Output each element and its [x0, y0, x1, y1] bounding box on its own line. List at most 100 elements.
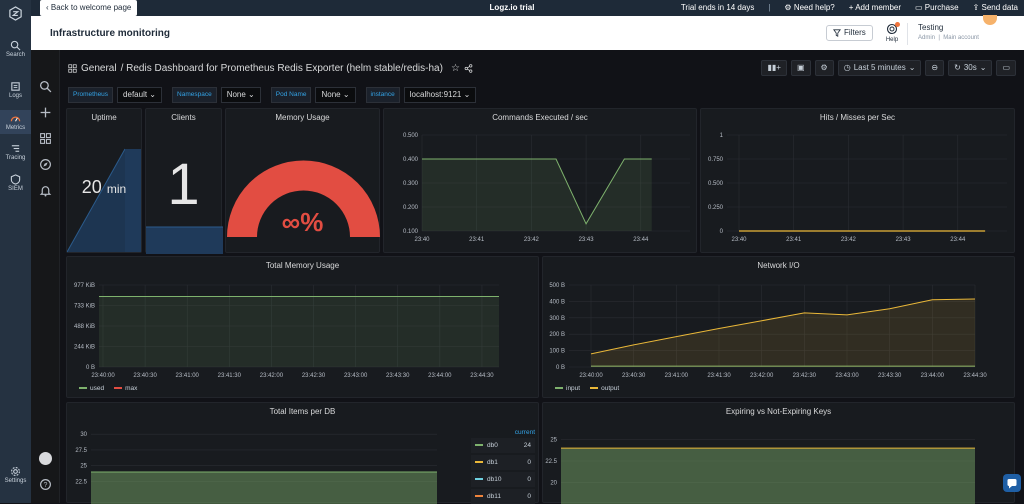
- legend-row-db10[interactable]: db10 0: [471, 472, 535, 487]
- legend-item-used[interactable]: used: [79, 385, 104, 392]
- nav-search[interactable]: Search: [0, 40, 31, 58]
- hits-chart: 0 0.250 0.500 0.750 1 23:40 23:41 23:42 23:43 23:…: [708, 133, 1007, 243]
- panel-total-memory[interactable]: Total Memory Usage 0 B 244 KiB 488 KiB 733 …: [66, 256, 539, 398]
- help-button[interactable]: Help: [881, 22, 903, 43]
- memory-gauge: [227, 160, 380, 238]
- x-tick-label: 23:40:00: [579, 373, 603, 379]
- back-to-welcome-button[interactable]: ‹ Back to welcome page: [40, 0, 138, 16]
- zoom-out-button[interactable]: ⊖: [925, 60, 945, 76]
- x-tick-label: 23:44:00: [921, 373, 945, 379]
- x-tick-label: 23:40:30: [622, 373, 646, 379]
- star-icon[interactable]: ☆: [450, 63, 460, 74]
- y-tick-label: 300 B: [549, 316, 565, 322]
- var-select-prometheus[interactable]: default ⌄: [117, 87, 163, 103]
- network-chart: 0 B 100 B 200 B 300 B 400 B 500 B 23:40:00 23:4…: [549, 283, 987, 379]
- purchase-link[interactable]: ▭ Purchase: [915, 3, 959, 12]
- panel-memory-usage[interactable]: Memory Usage ∞%: [225, 108, 380, 253]
- nav-metrics[interactable]: Metrics: [0, 110, 31, 134]
- nav-tracing[interactable]: Tracing: [0, 143, 31, 161]
- y-tick-label: 0.400: [403, 157, 419, 163]
- chevron-down-icon: ⌄: [979, 63, 987, 72]
- y-tick-label: 20: [550, 480, 557, 486]
- chat-widget-button[interactable]: [1003, 474, 1021, 492]
- dashboard-folder-link[interactable]: General: [81, 63, 117, 74]
- var-select-instance[interactable]: localhost:9121 ⌄: [403, 87, 477, 103]
- account-menu[interactable]: Testing Admin | Main account: [907, 15, 997, 45]
- var-select-pod-name[interactable]: None ⌄: [315, 87, 356, 103]
- x-tick-label: 23:42: [841, 237, 857, 243]
- save-dashboard-button[interactable]: ▣: [790, 60, 811, 76]
- y-tick-label: 22.5: [75, 480, 87, 486]
- legend-current-header[interactable]: current: [514, 429, 535, 436]
- series-line: [422, 158, 652, 225]
- trial-topbar: ‹ Back to welcome page Logz.io trial Tri…: [0, 0, 1024, 16]
- plus-icon[interactable]: [39, 106, 52, 119]
- panel-title: Expiring vs Not-Expiring Keys: [725, 407, 832, 416]
- filters-button[interactable]: Filters: [826, 25, 873, 41]
- panel-title: Total Items per DB: [269, 407, 336, 416]
- x-tick-label: 23:42:30: [793, 373, 817, 379]
- dashboards-icon: [68, 64, 77, 73]
- y-tick-label: 0.500: [708, 181, 724, 187]
- sparkline-area: [146, 227, 223, 254]
- nav-siem[interactable]: SIEM: [0, 174, 31, 192]
- need-help-link[interactable]: ⚙ Need help?: [784, 3, 835, 12]
- avatar[interactable]: [39, 452, 52, 465]
- y-tick-label: 244 KiB: [74, 345, 95, 351]
- y-tick-label: 500 B: [549, 283, 565, 289]
- commands-chart: 0.100 0.200 0.300 0.400 0.500 23:40 23:41 23:42…: [403, 133, 690, 243]
- x-tick-label: 23:43:00: [835, 373, 859, 379]
- expiring-chart: 20 22.5 25: [545, 438, 975, 504]
- logzio-logo-icon[interactable]: [8, 6, 23, 21]
- y-tick-label: 27.5: [75, 448, 87, 454]
- search-icon[interactable]: [39, 80, 52, 93]
- help-circle-icon[interactable]: ?: [39, 478, 52, 491]
- legend-row-db11[interactable]: db11 0: [471, 489, 535, 504]
- dashboard-settings-button[interactable]: ⚙: [814, 60, 834, 76]
- series-used-area: [99, 296, 499, 367]
- panel-uptime[interactable]: Uptime 20 min: [66, 108, 142, 253]
- y-tick-label: 488 KiB: [74, 324, 95, 330]
- app-left-nav: Search Logs Metrics Tracing SIEM Setting…: [0, 0, 31, 503]
- panel-clients[interactable]: Clients 1: [145, 108, 223, 254]
- add-panel-icon: ▮▮+: [767, 63, 781, 72]
- x-tick-label: 23:40: [414, 237, 430, 243]
- legend-row-db0[interactable]: db0 24: [471, 438, 535, 453]
- nav-logs[interactable]: Logs: [0, 81, 31, 99]
- legend-row-db1[interactable]: db1 0: [471, 455, 535, 470]
- var-select-namespace[interactable]: None ⌄: [220, 87, 261, 103]
- bell-icon[interactable]: [39, 184, 52, 197]
- explore-icon[interactable]: [39, 158, 52, 171]
- x-tick-label: 23:44: [950, 237, 966, 243]
- legend-item-output[interactable]: output: [590, 385, 619, 392]
- dashboard-navbar: General / Redis Dashboard for Prometheus…: [60, 50, 1024, 86]
- panel-title: Commands Executed / sec: [492, 113, 588, 122]
- sparkline-area-tail: [125, 149, 141, 252]
- y-tick-label: 22.5: [545, 459, 557, 465]
- legend-item-input[interactable]: input: [555, 385, 580, 392]
- dashboards-icon[interactable]: [39, 132, 52, 145]
- legend-item-max[interactable]: max: [114, 385, 137, 392]
- legend-table: current db0 24 db1 0 db10 0 db11 0: [471, 429, 535, 504]
- panel-hits-misses[interactable]: Hits / Misses per Sec 0 0.250 0.500 0.750 1 2…: [700, 108, 1015, 253]
- nav-settings[interactable]: Settings: [0, 466, 31, 484]
- dashboard-title[interactable]: / Redis Dashboard for Prometheus Redis E…: [120, 63, 443, 74]
- chat-icon: [1007, 479, 1017, 489]
- total-memory-chart: 0 B 244 KiB 488 KiB 733 KiB 977 KiB 23:40:00 2…: [74, 283, 499, 379]
- add-member-link[interactable]: + Add member: [848, 3, 901, 12]
- x-tick-label: 23:42:00: [750, 373, 774, 379]
- panel-total-items-db[interactable]: Total Items per DB 22.5 25 27.5 30 current …: [66, 402, 539, 504]
- send-data-link[interactable]: ⇪ Send data: [972, 3, 1018, 12]
- panel-expiring-keys[interactable]: Expiring vs Not-Expiring Keys 20 22.5 25: [542, 402, 1015, 504]
- clients-sparkline: [146, 226, 223, 254]
- x-tick-label: 23:44:00: [428, 373, 452, 379]
- panel-network-io[interactable]: Network I/O 0 B 100 B 200 B 300 B 400 B 500 B…: [542, 256, 1015, 398]
- add-panel-button[interactable]: ▮▮+: [761, 60, 787, 76]
- tv-mode-button[interactable]: ▭: [996, 60, 1016, 76]
- refresh-picker[interactable]: ↻ 30s ⌄: [948, 60, 993, 76]
- var-label-instance: instance: [365, 87, 400, 103]
- share-icon[interactable]: [464, 64, 473, 73]
- time-range-picker[interactable]: ◷ Last 5 minutes ⌄: [837, 60, 922, 76]
- var-label-pod-name: Pod Name: [270, 87, 312, 103]
- panel-commands-executed[interactable]: Commands Executed / sec 0.100 0.200 0.300 0…: [383, 108, 697, 253]
